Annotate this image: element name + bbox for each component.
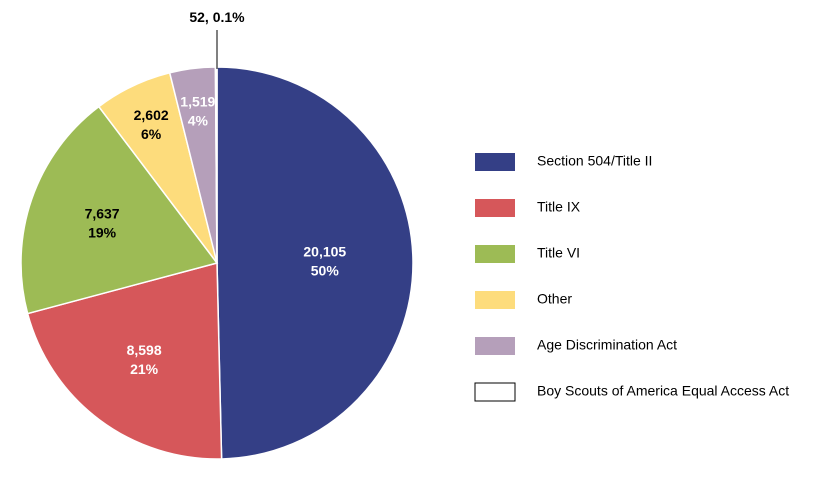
- legend-label: Boy Scouts of America Equal Access Act: [537, 383, 789, 399]
- pie-slice: [216, 66, 414, 460]
- legend-label: Title VI: [537, 245, 580, 261]
- data-label: 1,519 4%: [180, 93, 215, 128]
- data-label-line: 1,519: [180, 93, 215, 109]
- legend-label: Title IX: [537, 199, 581, 215]
- data-label-line: 21%: [130, 361, 159, 377]
- data-label-line: 6%: [141, 126, 162, 142]
- legend-swatch: [474, 382, 516, 402]
- data-label: 7,637 19%: [85, 205, 120, 240]
- legend-label: Age Discrimination Act: [537, 337, 677, 353]
- data-label-line: 52, 0.1%: [189, 9, 245, 25]
- legend-swatch: [475, 199, 515, 217]
- data-label: 2,602 6%: [134, 107, 169, 142]
- legend-swatch: [475, 153, 515, 171]
- data-label: 52, 0.1%: [189, 9, 245, 25]
- data-label-line: 8,598: [127, 342, 162, 358]
- legend-swatch: [475, 337, 515, 355]
- data-label: 8,598 21%: [127, 342, 162, 377]
- data-label-line: 20,105: [303, 243, 346, 259]
- data-label-line: 2,602: [134, 107, 169, 123]
- legend-swatch: [475, 291, 515, 309]
- data-label: 20,105 50%: [303, 243, 346, 278]
- legend-label: Other: [537, 291, 572, 307]
- data-label-line: 4%: [188, 112, 209, 128]
- pie-slice: [26, 262, 223, 460]
- data-label-line: 50%: [311, 262, 340, 278]
- data-label-line: 7,637: [85, 205, 120, 221]
- pie-slice: [20, 105, 219, 315]
- legend-swatch: [475, 245, 515, 263]
- legend-label: Section 504/Title II: [537, 153, 652, 169]
- data-label-line: 19%: [88, 224, 117, 240]
